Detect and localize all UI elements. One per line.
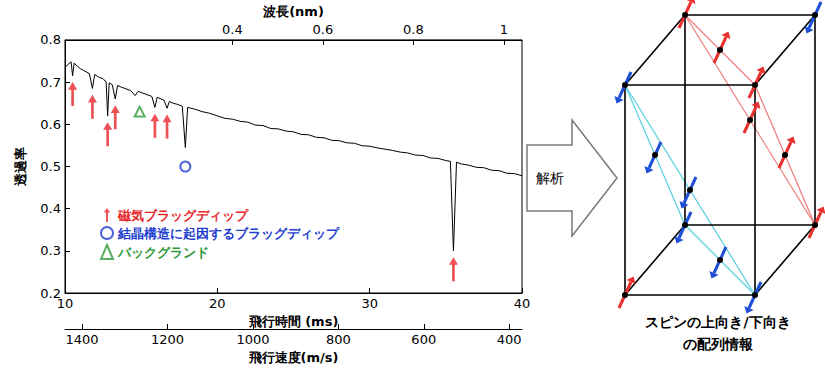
svg-text:600: 600 (411, 332, 436, 347)
svg-text:飛行時間 (ms): 飛行時間 (ms) (248, 314, 339, 329)
svg-text:解析: 解析 (536, 170, 564, 186)
svg-text:結晶構造に起因するブラッグディップ: 結晶構造に起因するブラッグディップ (117, 226, 340, 241)
svg-text:800: 800 (326, 332, 351, 347)
svg-text:0.8: 0.8 (403, 22, 424, 37)
svg-text:1: 1 (500, 22, 508, 37)
svg-text:バックグランド: バックグランド (117, 245, 209, 260)
svg-text:0.6: 0.6 (40, 117, 61, 132)
svg-text:波長(nm): 波長(nm) (262, 4, 324, 19)
svg-text:400: 400 (497, 332, 522, 347)
svg-text:0.3: 0.3 (40, 243, 61, 258)
svg-text:の配列情報: の配列情報 (683, 336, 754, 352)
svg-text:0.6: 0.6 (313, 22, 334, 37)
svg-text:透過率: 透過率 (13, 147, 28, 187)
svg-text:40: 40 (514, 296, 531, 311)
svg-text:1400: 1400 (66, 332, 99, 347)
svg-text:10: 10 (57, 296, 74, 311)
svg-text:0.8: 0.8 (40, 32, 61, 47)
svg-text:スピンの上向き/下向き: スピンの上向き/下向き (645, 314, 790, 330)
svg-text:1000: 1000 (236, 332, 269, 347)
svg-text:0.5: 0.5 (40, 159, 61, 174)
svg-text:1200: 1200 (151, 332, 184, 347)
svg-text:0.7: 0.7 (40, 75, 61, 90)
svg-text:磁気ブラッグディップ: 磁気ブラッグディップ (117, 208, 249, 223)
svg-text:0.2: 0.2 (40, 285, 61, 301)
svg-text:30: 30 (361, 296, 378, 311)
svg-text:飛行速度(m/s): 飛行速度(m/s) (248, 350, 339, 365)
svg-text:20: 20 (209, 296, 226, 311)
svg-text:0.4: 0.4 (40, 201, 61, 216)
svg-text:0.4: 0.4 (222, 22, 243, 37)
